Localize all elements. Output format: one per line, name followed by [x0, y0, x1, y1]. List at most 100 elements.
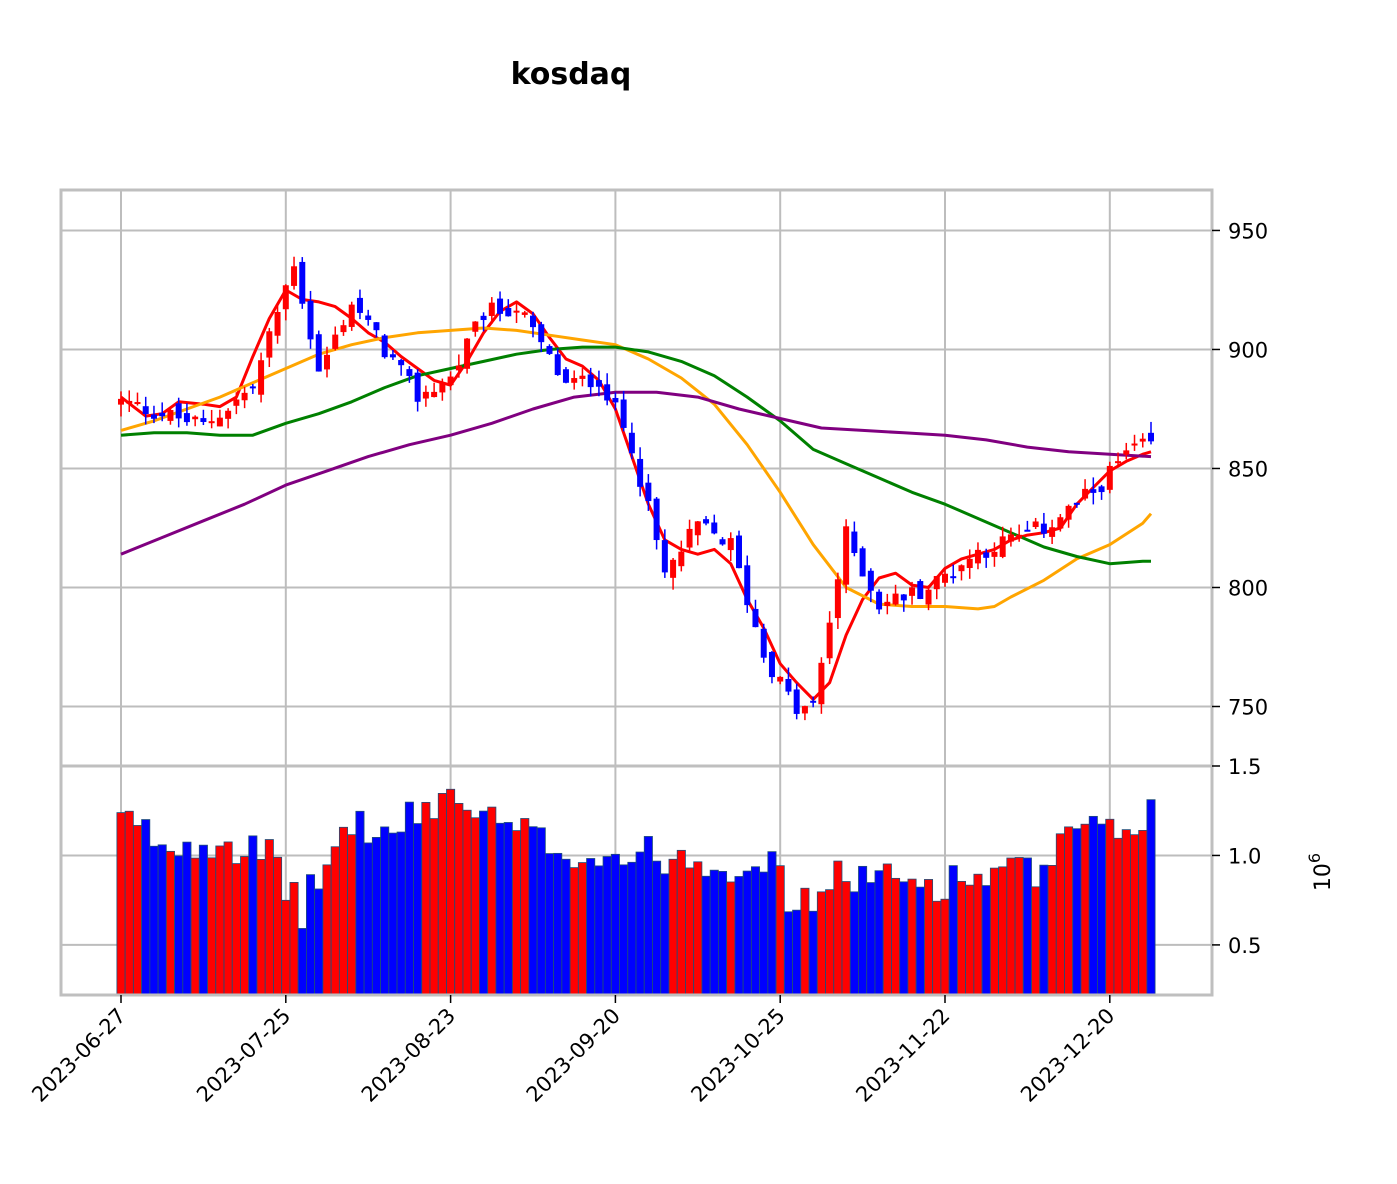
candle-body — [818, 662, 825, 705]
volume-bar — [116, 812, 126, 996]
candle-body — [282, 285, 289, 310]
volume-tick-label: 1.5 — [1228, 755, 1261, 779]
volume-bar — [388, 832, 398, 996]
volume-bar — [322, 864, 332, 996]
volume-bar — [693, 861, 703, 996]
candle-body — [340, 325, 347, 333]
candle-body — [760, 628, 767, 658]
volume-bar — [816, 891, 826, 996]
candle-body — [1032, 521, 1039, 528]
candle-body — [431, 391, 438, 398]
volume-axis-ticks: 0.5 1.0 1.5 — [1212, 755, 1261, 958]
date-tick-label: 2023-12-20 — [1016, 1004, 1119, 1107]
volume-bar — [1121, 829, 1131, 996]
date-axis-ticks: 2023-06-27 2023-07-25 2023-08-23 2023-09-20… — [27, 995, 1119, 1107]
volume-bar — [520, 818, 530, 996]
candle-body — [694, 521, 701, 536]
candle-body — [513, 310, 520, 313]
volume-bar — [248, 835, 258, 996]
ma20-line — [120, 326, 1153, 611]
volume-bar — [652, 860, 662, 996]
volume-bar — [396, 831, 406, 996]
volume-bar — [165, 850, 175, 996]
volume-bar — [528, 826, 538, 996]
volume-bar — [347, 834, 357, 996]
volume-bar — [685, 867, 695, 996]
candle-body — [150, 414, 157, 419]
volume-bar — [1039, 864, 1049, 996]
candle-body — [241, 392, 248, 401]
volume-bar — [808, 910, 818, 996]
volume-bar — [709, 869, 719, 996]
candle-body — [299, 261, 306, 304]
date-tick-label: 2023-10-25 — [686, 1004, 789, 1107]
volume-bar — [989, 867, 999, 996]
candle-body — [736, 535, 742, 569]
volume-bar — [240, 856, 250, 996]
candle-body — [1090, 489, 1097, 493]
volume-bar — [1088, 815, 1098, 996]
candle-body — [480, 315, 487, 321]
volume-bar — [330, 846, 340, 996]
volume-bar — [306, 874, 316, 996]
volume-bar — [503, 822, 513, 996]
price-tick-label: 850 — [1228, 457, 1268, 481]
candle-body — [134, 402, 141, 405]
candle-body — [785, 678, 792, 692]
volume-bar — [569, 867, 579, 996]
candle-body — [118, 398, 124, 405]
candle-body — [612, 397, 619, 403]
price-grid — [61, 190, 1212, 766]
volume-bar — [512, 830, 522, 996]
volume-bar — [956, 880, 966, 996]
volume-bar — [273, 856, 283, 996]
volume-bar — [380, 826, 390, 996]
volume-multiplier-label: 106 — [1305, 853, 1336, 891]
date-tick-label: 2023-09-20 — [522, 1004, 625, 1107]
volume-bar — [973, 873, 983, 996]
volume-bar — [899, 881, 909, 996]
volume-bar — [981, 885, 991, 996]
volume-bar — [965, 884, 975, 996]
volume-bar — [297, 928, 307, 996]
volume-bar — [915, 886, 925, 996]
candle-body — [562, 369, 569, 383]
volume-bar — [932, 900, 942, 996]
candle-body — [587, 374, 594, 388]
volume-bar — [907, 878, 917, 996]
volume-bar — [775, 865, 785, 996]
candlesticks — [118, 256, 1154, 721]
candle-body — [216, 417, 223, 427]
volume-bar — [1097, 823, 1107, 996]
volume-bar — [124, 810, 134, 996]
candle-body — [1007, 534, 1014, 542]
candle-body — [291, 266, 298, 286]
candle-body — [521, 312, 528, 315]
candle-body — [620, 399, 627, 428]
volume-tick-label: 1.0 — [1228, 844, 1261, 868]
volume-bar — [1146, 799, 1156, 996]
volume-bar — [231, 863, 241, 996]
candle-body — [653, 498, 660, 541]
volume-bar — [726, 881, 736, 996]
volume-bar — [940, 898, 950, 996]
volume-bar — [734, 876, 744, 996]
volume-bar — [495, 822, 505, 996]
volume-bar — [833, 860, 843, 996]
candle-body — [1073, 502, 1080, 505]
candle-body — [447, 376, 454, 386]
volume-bar — [281, 899, 291, 996]
candle-body — [703, 519, 710, 524]
candle-body — [801, 706, 808, 714]
candle-body — [126, 400, 133, 404]
volume-bar — [421, 801, 431, 996]
volume-bar — [215, 845, 225, 996]
volume-bar — [610, 853, 620, 996]
price-tick-label: 950 — [1228, 219, 1268, 243]
candle-body — [1123, 450, 1130, 455]
volume-bar — [1064, 826, 1074, 996]
volume-bar — [718, 871, 728, 996]
volume-bar — [998, 866, 1008, 996]
candle-body — [768, 651, 775, 678]
